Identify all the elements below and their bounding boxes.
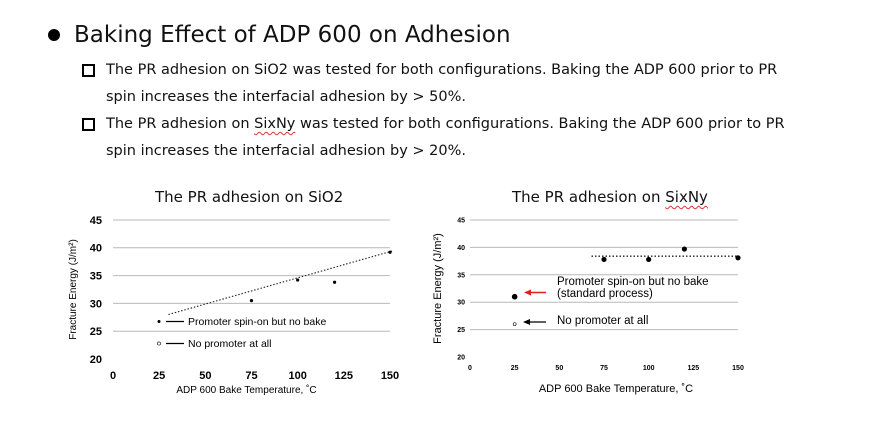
bullet-text-pre: The PR adhesion on xyxy=(106,116,255,132)
y-axis-label: Fracture Energy (J/m²) xyxy=(68,239,79,340)
bullet-text-post: was tested for both configurations. Baki… xyxy=(295,116,785,132)
legend-label-no-bake: Promoter spin-on but no bake xyxy=(188,316,326,328)
data-point xyxy=(388,250,392,254)
x-tick-label: 50 xyxy=(199,370,211,382)
bullet-item-sio2: The PR adhesion on SiO2 was tested for b… xyxy=(82,57,872,111)
y-tick-label: 25 xyxy=(457,327,465,334)
y-tick-label: 40 xyxy=(457,245,465,252)
chart-2-title-pre: The PR adhesion on xyxy=(512,188,666,206)
x-axis-label: ADP 600 Bake Temperature, ˚C xyxy=(539,383,693,395)
data-point xyxy=(735,255,741,261)
annotation-no-bake-line2: (standard process) xyxy=(557,288,653,300)
x-tick-label: 125 xyxy=(335,370,353,382)
chart-2-title-mark: SixNy xyxy=(665,188,708,206)
legend-label-no-promoter: No promoter at all xyxy=(188,338,271,350)
y-tick-label: 35 xyxy=(90,270,102,282)
x-tick-label: 0 xyxy=(110,370,116,382)
x-tick-label: 75 xyxy=(245,370,257,382)
square-bullet-icon xyxy=(82,118,95,131)
annotation-no-promoter: No promoter at all xyxy=(557,315,648,327)
legend-marker-filled xyxy=(157,320,161,323)
y-tick-label: 30 xyxy=(90,298,102,310)
data-point xyxy=(681,246,688,252)
data-point xyxy=(296,278,300,282)
bullet-line-1: The PR adhesion on SixNy was tested for … xyxy=(106,111,872,138)
bullet-line-1: The PR adhesion on SiO2 was tested for b… xyxy=(106,62,778,78)
slide-title-text: Baking Effect of ADP 600 on Adhesion xyxy=(74,22,511,48)
data-point-no-promoter xyxy=(512,322,517,326)
x-tick-label: 50 xyxy=(555,365,563,372)
y-tick-label: 25 xyxy=(90,326,102,338)
bullet-text-spellcheck: SixNy xyxy=(254,116,296,132)
y-tick-label: 20 xyxy=(90,354,102,366)
bullet-line-2: spin increases the interfacial adhesion … xyxy=(106,89,467,105)
x-tick-label: 150 xyxy=(381,370,399,382)
bullet-line-2: spin increases the interfacial adhesion … xyxy=(106,143,467,159)
arrowhead-no-bake xyxy=(524,289,531,296)
y-tick-label: 40 xyxy=(90,243,102,255)
x-tick-label: 125 xyxy=(687,365,699,372)
trendline xyxy=(168,250,394,316)
x-tick-label: 0 xyxy=(468,365,472,372)
y-tick-label: 20 xyxy=(457,354,465,361)
x-tick-label: 100 xyxy=(288,370,306,382)
legend-marker-open xyxy=(157,341,161,346)
y-tick-label: 30 xyxy=(457,300,465,307)
data-point-no-bake xyxy=(511,293,518,300)
x-tick-label: 150 xyxy=(732,365,744,372)
chart-2-title: The PR adhesion on SixNy xyxy=(512,188,708,206)
y-tick-label: 45 xyxy=(90,215,102,227)
x-tick-label: 25 xyxy=(511,365,519,372)
x-axis-label: ADP 600 Bake Temperature, ˚C xyxy=(176,384,316,396)
y-tick-label: 45 xyxy=(457,217,465,224)
y-tick-label: 35 xyxy=(457,272,465,279)
annotation-no-bake-line1: Promoter spin-on but no bake xyxy=(557,276,709,288)
slide-title: Baking Effect of ADP 600 on Adhesion xyxy=(44,22,511,48)
x-tick-label: 100 xyxy=(643,365,655,372)
arrowhead-no-promoter xyxy=(523,319,530,325)
data-point xyxy=(249,299,254,303)
data-point xyxy=(333,280,337,284)
data-point xyxy=(601,256,607,263)
chart-1-title: The PR adhesion on SiO2 xyxy=(155,188,344,206)
x-tick-label: 75 xyxy=(600,365,608,372)
square-bullet-icon xyxy=(82,64,95,77)
bullet-dot-icon xyxy=(48,29,60,41)
y-axis-label: Fracture Energy (J/m²) xyxy=(432,233,444,344)
x-tick-label: 25 xyxy=(153,370,165,382)
bullet-item-sixny: The PR adhesion on SixNy was tested for … xyxy=(82,111,872,165)
data-point xyxy=(646,256,652,263)
